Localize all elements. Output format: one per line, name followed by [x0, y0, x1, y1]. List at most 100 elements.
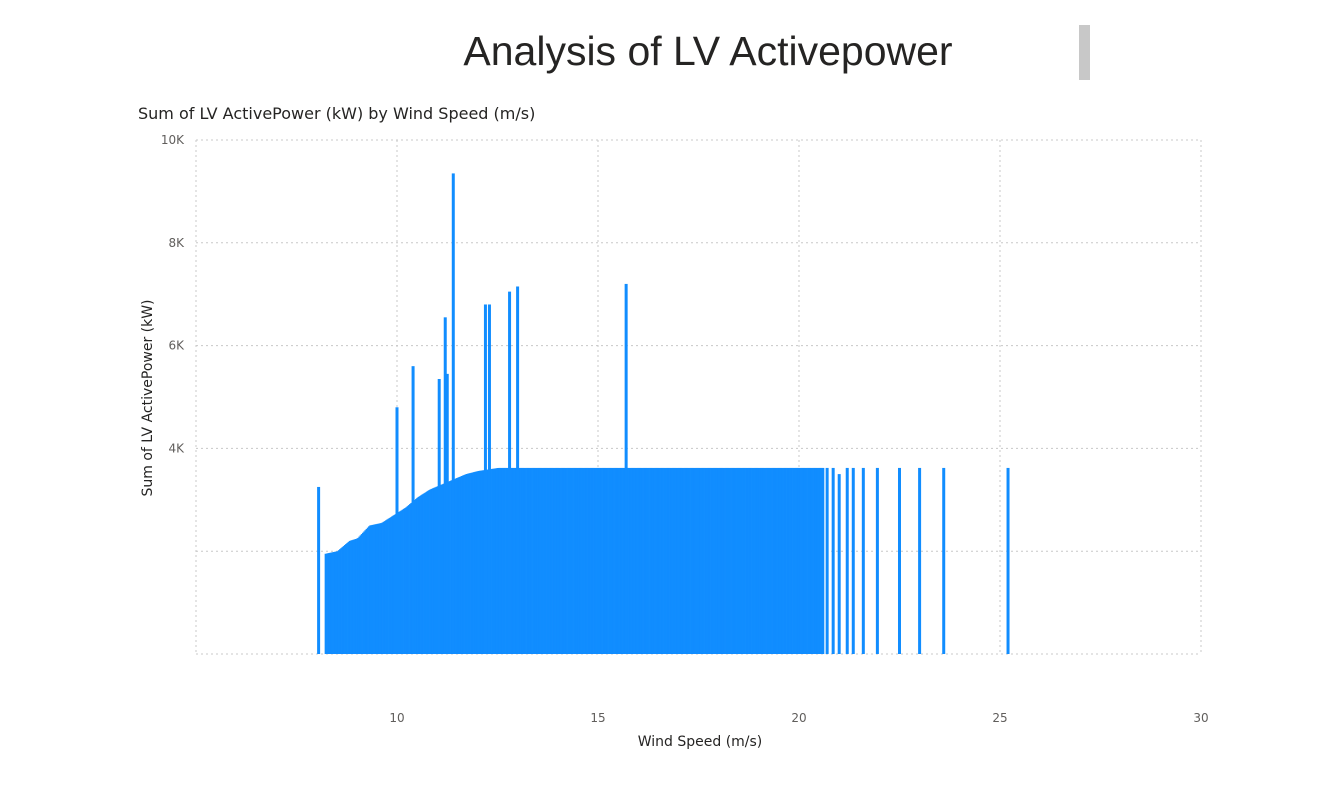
bar[interactable] — [728, 467, 731, 654]
bar[interactable] — [403, 508, 405, 654]
bar[interactable] — [770, 467, 773, 654]
bar[interactable] — [348, 540, 351, 654]
bar[interactable] — [691, 467, 693, 654]
bar[interactable] — [325, 553, 328, 654]
bar[interactable] — [677, 467, 680, 654]
bar[interactable] — [530, 467, 533, 654]
bar[interactable] — [705, 467, 708, 654]
bar[interactable] — [618, 467, 621, 654]
bar[interactable] — [440, 484, 443, 654]
bar[interactable] — [492, 468, 494, 654]
bar[interactable] — [539, 467, 541, 654]
bar[interactable] — [565, 467, 568, 654]
bar[interactable] — [503, 467, 505, 654]
bar[interactable] — [632, 467, 634, 654]
bar[interactable] — [435, 486, 438, 654]
bar[interactable] — [710, 467, 713, 654]
bar[interactable] — [875, 467, 879, 654]
bar[interactable] — [464, 474, 467, 654]
bar[interactable] — [714, 467, 716, 654]
bar[interactable] — [495, 468, 498, 654]
bar[interactable] — [659, 467, 662, 654]
bar[interactable] — [404, 508, 406, 654]
bar[interactable] — [516, 286, 520, 654]
bar[interactable] — [1006, 467, 1010, 654]
bar[interactable] — [568, 467, 570, 654]
bar[interactable] — [481, 470, 484, 654]
bar[interactable] — [616, 467, 619, 654]
bar[interactable] — [574, 467, 576, 654]
bar[interactable] — [548, 467, 551, 654]
bar[interactable] — [355, 538, 358, 654]
bar[interactable] — [544, 467, 546, 654]
bar[interactable] — [706, 467, 709, 654]
bar[interactable] — [796, 467, 798, 654]
bar[interactable] — [513, 467, 516, 654]
bar[interactable] — [511, 467, 514, 654]
bar[interactable] — [532, 467, 534, 654]
bar[interactable] — [738, 467, 740, 654]
bar[interactable] — [433, 487, 435, 654]
bar[interactable] — [335, 551, 338, 654]
bar[interactable] — [477, 470, 480, 654]
bar[interactable] — [726, 467, 728, 654]
bar[interactable] — [469, 473, 471, 654]
bar[interactable] — [609, 467, 611, 654]
bar[interactable] — [606, 467, 609, 654]
bar[interactable] — [745, 467, 748, 654]
bar[interactable] — [663, 467, 666, 654]
bar[interactable] — [345, 544, 347, 654]
bar[interactable] — [786, 467, 789, 654]
bar[interactable] — [594, 467, 597, 654]
bar[interactable] — [336, 551, 339, 654]
bar[interactable] — [317, 486, 321, 654]
bar[interactable] — [763, 467, 766, 654]
bar[interactable] — [382, 521, 385, 654]
bar[interactable] — [592, 467, 594, 654]
bar[interactable] — [709, 467, 711, 654]
bar[interactable] — [500, 467, 503, 654]
bar[interactable] — [822, 467, 825, 654]
bar[interactable] — [430, 488, 433, 654]
bar[interactable] — [550, 467, 552, 654]
bar[interactable] — [639, 467, 642, 654]
bar[interactable] — [376, 523, 379, 654]
bar[interactable] — [638, 467, 640, 654]
bar[interactable] — [541, 467, 544, 654]
bar[interactable] — [811, 467, 814, 654]
bar[interactable] — [665, 467, 668, 654]
bar[interactable] — [720, 467, 722, 654]
bar[interactable] — [480, 470, 482, 654]
bar[interactable] — [615, 467, 617, 654]
bar[interactable] — [804, 467, 807, 654]
bar[interactable] — [782, 467, 785, 654]
bar[interactable] — [684, 467, 686, 654]
bar[interactable] — [563, 467, 566, 654]
bar[interactable] — [436, 486, 439, 654]
bar[interactable] — [393, 514, 395, 654]
bar[interactable] — [729, 467, 732, 654]
bar[interactable] — [482, 470, 485, 654]
bar[interactable] — [758, 467, 761, 654]
bar[interactable] — [577, 467, 580, 654]
bar[interactable] — [630, 467, 633, 654]
bar[interactable] — [831, 467, 835, 654]
bar[interactable] — [398, 511, 400, 654]
bar[interactable] — [622, 467, 625, 654]
bar[interactable] — [512, 467, 515, 654]
bar[interactable] — [575, 467, 578, 654]
bar[interactable] — [645, 467, 648, 654]
bar[interactable] — [529, 467, 532, 654]
bar[interactable] — [390, 516, 393, 654]
bar[interactable] — [681, 467, 684, 654]
bar[interactable] — [505, 467, 508, 654]
bar[interactable] — [661, 467, 663, 654]
bar[interactable] — [647, 467, 650, 654]
bar[interactable] — [767, 467, 769, 654]
bar[interactable] — [353, 539, 356, 654]
bar[interactable] — [415, 498, 417, 654]
bar[interactable] — [570, 467, 573, 654]
bar[interactable] — [781, 467, 784, 654]
bar[interactable] — [515, 467, 517, 654]
bar[interactable] — [343, 545, 346, 654]
